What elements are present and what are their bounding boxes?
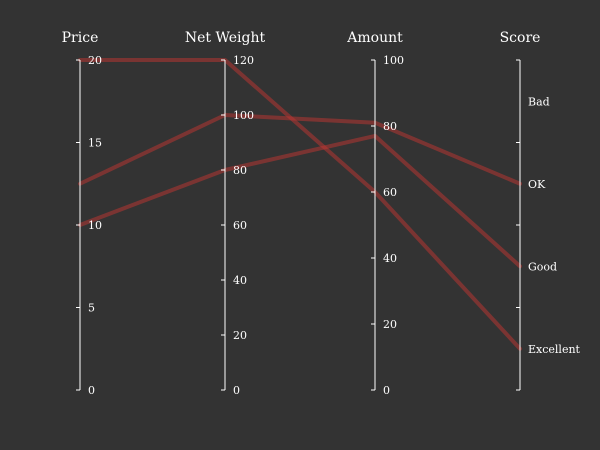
tick-label-price-10: 10	[88, 219, 102, 232]
tick-label-amount-60: 60	[383, 186, 397, 199]
tick-label-net-weight-100: 100	[233, 109, 254, 122]
tick-label-net-weight-40: 40	[233, 274, 247, 287]
tick-label-amount-40: 40	[383, 252, 397, 265]
tick-label-price-15: 15	[88, 137, 102, 150]
axis-price: Price 0 5 10 15 20	[62, 30, 102, 397]
series-line-1	[78, 113, 522, 186]
tick-label-amount-0: 0	[383, 384, 390, 397]
tick-label-price-0: 0	[88, 384, 95, 397]
axis-score: Score Excellent Good OK Bad	[500, 30, 581, 391]
axis-title-amount: Amount	[346, 30, 403, 46]
tick-label-price-20: 20	[88, 54, 102, 67]
axis-title-price: Price	[62, 30, 99, 46]
series-group	[78, 58, 522, 351]
tick-label-amount-20: 20	[383, 318, 397, 331]
series-line-2	[78, 58, 522, 351]
axis-title-score: Score	[500, 30, 541, 46]
tick-label-net-weight-80: 80	[233, 164, 247, 177]
tick-label-bad: Bad	[528, 95, 550, 108]
tick-label-price-5: 5	[88, 302, 95, 315]
axis-amount: Amount 0 20 40 60 80 100	[346, 30, 404, 397]
tick-label-excellent: Excellent	[528, 343, 581, 356]
axis-net-weight: Net Weight 0 20 40 60 80 100 120	[185, 30, 266, 397]
tick-label-net-weight-0: 0	[233, 384, 240, 397]
tick-label-amount-100: 100	[383, 54, 404, 67]
tick-label-net-weight-60: 60	[233, 219, 247, 232]
series-line-3	[78, 133, 522, 269]
tick-label-good: Good	[528, 260, 557, 273]
axis-title-net-weight: Net Weight	[185, 30, 266, 46]
tick-label-net-weight-120: 120	[233, 54, 254, 67]
tick-label-amount-80: 80	[383, 120, 397, 133]
tick-label-net-weight-20: 20	[233, 329, 247, 342]
tick-label-ok: OK	[528, 178, 546, 191]
